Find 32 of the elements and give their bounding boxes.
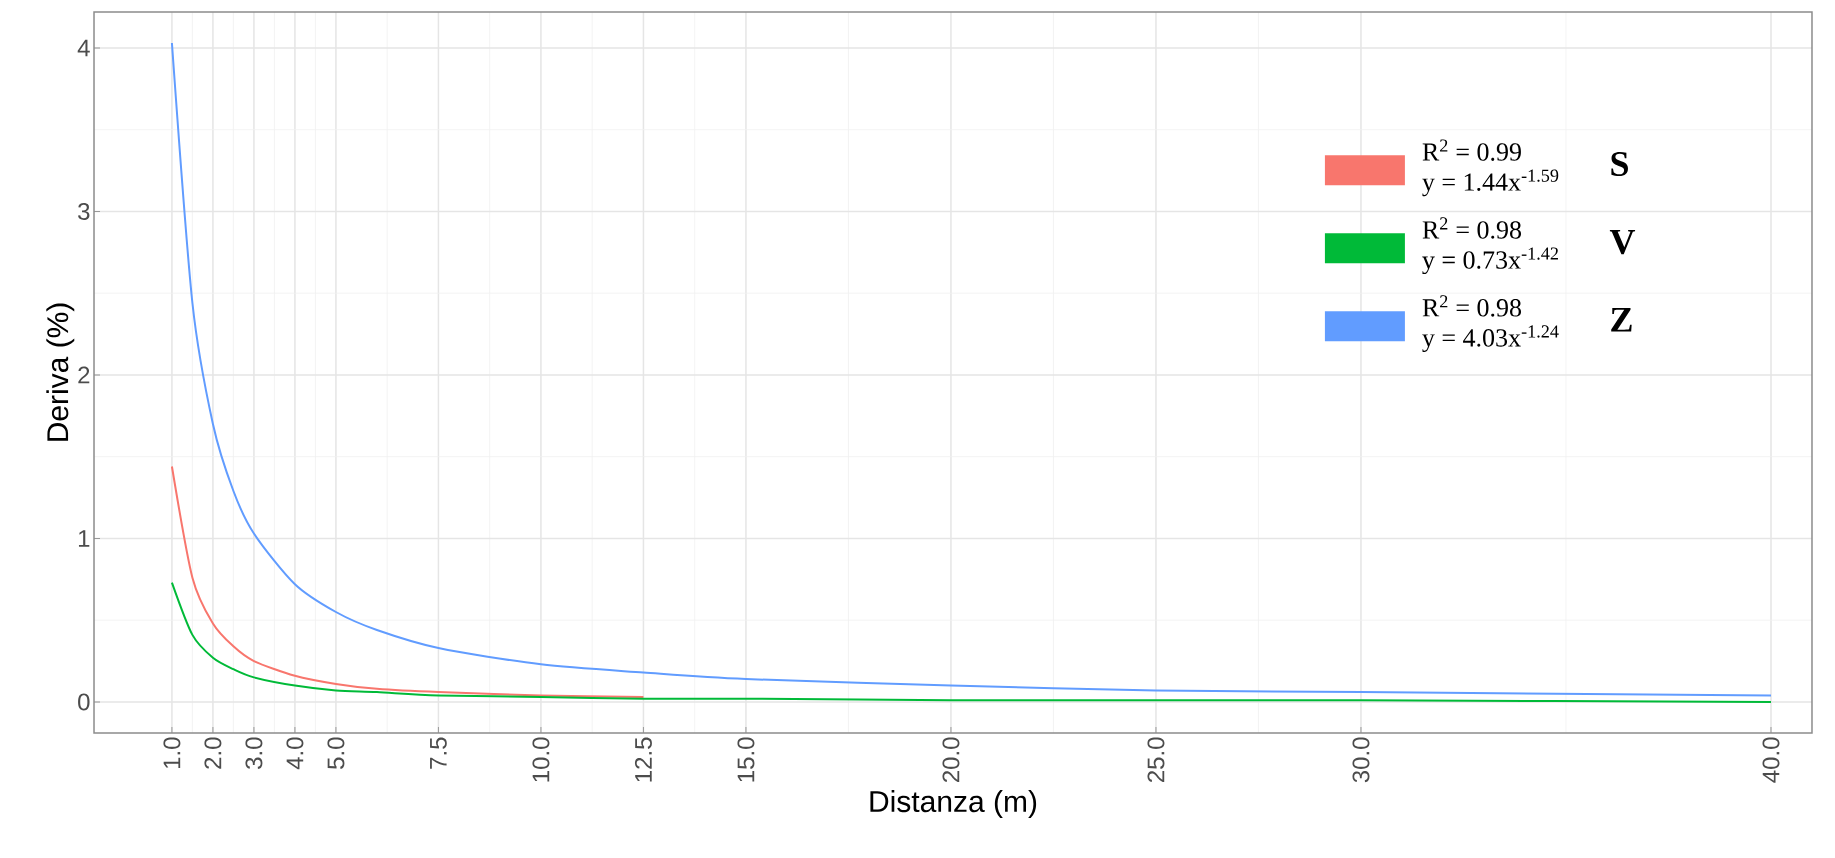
annotation: V [1609, 230, 1636, 255]
y-axis-title: Deriva (%) [46, 303, 75, 441]
x-tick-label: 7.5 [430, 737, 447, 769]
line-series [170, 581, 1772, 703]
legend-label: y = 0.73x$^{-1.42}$ [1422, 247, 1558, 275]
x-tick-label: 2.0 [204, 737, 222, 769]
line-series [170, 465, 645, 699]
x-tick-label: 4.0 [286, 737, 304, 770]
y-tick-label: 4 [77, 39, 90, 57]
line-series [170, 42, 1772, 697]
x-tick-label: 15.0 [737, 737, 755, 782]
x-axis-title: Distanza (m) [870, 790, 1037, 819]
annotation: R$^{2}$ = 0.98 [1422, 295, 1521, 317]
annotation: Z [1611, 307, 1632, 332]
annotation: R$^{2}$ = 0.98 [1422, 217, 1521, 239]
legend-label: y = 4.03x$^{-1.24}$ [1422, 325, 1559, 353]
legend-label: y = 1.44x$^{-1.59}$ [1422, 169, 1559, 197]
x-tick-label: 3.0 [245, 737, 263, 769]
x-tick-label: 20.0 [942, 737, 960, 783]
y-tick-label: 1 [78, 530, 90, 547]
x-tick-label: 5.0 [327, 737, 345, 769]
x-tick-label: 40.0 [1762, 737, 1780, 783]
annotation: R$^{2}$ = 0.99 [1422, 139, 1521, 161]
x-tick-label: 1.0 [163, 737, 181, 769]
x-tick-label: 10.0 [532, 737, 550, 782]
y-tick-label: 0 [78, 693, 90, 711]
x-tick-label: 12.5 [634, 737, 652, 782]
y-tick-label: 2 [78, 366, 90, 384]
x-tick-label: 30.0 [1352, 737, 1370, 783]
annotation: S [1611, 151, 1628, 177]
x-tick-label: 25.0 [1147, 737, 1165, 783]
y-tick-label: 3 [78, 202, 90, 220]
